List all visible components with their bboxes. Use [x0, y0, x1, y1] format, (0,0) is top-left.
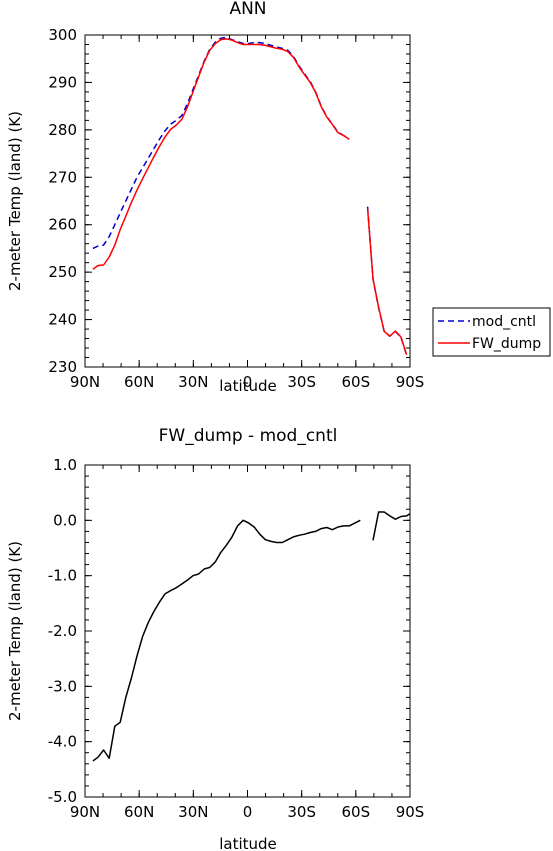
bottom-xtick-label: 30N — [178, 803, 208, 821]
bottom-ytick-label: 0.0 — [53, 511, 77, 529]
top-ytick-label: 240 — [48, 311, 77, 329]
top-series-lines — [92, 36, 408, 356]
top-xtick-label: 90N — [70, 373, 100, 391]
bottom-xtick-label: 90N — [70, 803, 100, 821]
top-fw-dump-line — [92, 38, 350, 270]
top-ytick-label: 230 — [48, 358, 77, 376]
top-tick-labels: 90N 60N 30N 0 30S 60S 90S 300 290 280 270 260 250 240… — [48, 26, 424, 391]
bottom-xtick-label: 60S — [342, 803, 371, 821]
bottom-xtick-label: 30S — [287, 803, 316, 821]
top-fw-dump-line — [366, 208, 408, 355]
top-xtick-label: 60S — [342, 373, 371, 391]
top-xtick-label: 90S — [396, 373, 425, 391]
top-ytick-label: 290 — [48, 73, 77, 91]
top-xtick-label: 60N — [124, 373, 154, 391]
top-xtick-label: 30S — [287, 373, 316, 391]
top-xtick-label: 30N — [178, 373, 208, 391]
top-yaxis-title: 2-meter Temp (land) (K) — [6, 111, 24, 291]
top-xtick-label: 0 — [243, 373, 253, 391]
bottom-chart-title: FW_dump - mod_cntl — [159, 426, 338, 446]
bottom-series-0-line — [92, 519, 361, 762]
top-ytick-label: 250 — [48, 263, 77, 281]
panel-bottom: FW_dump - mod_cntl 90N 60N 30N 0 30S 60S 90S 1.… — [6, 426, 424, 851]
bottom-ytick-label: -4.0 — [48, 733, 77, 751]
bottom-ytick-label: -2.0 — [48, 622, 77, 640]
panel-top: ANN 90N 60N 30N 0 30S 60S 90S 300 290 280 270 260 25… — [6, 0, 424, 395]
bottom-tick-labels: 90N 60N 30N 0 30S 60S 90S 1.0 0.0 -1.0 -2.0 -3.0 -4.… — [48, 456, 425, 821]
legend-label-fw-dump: FW_dump — [472, 336, 541, 352]
bottom-xtick-label: 90S — [396, 803, 425, 821]
bottom-ytick-label: 1.0 — [53, 456, 77, 474]
legend-box — [432, 307, 551, 357]
top-chart-title: ANN — [229, 0, 266, 19]
top-axis-ticks — [84, 34, 411, 368]
bottom-series-lines — [92, 511, 411, 762]
top-ytick-label: 300 — [48, 26, 77, 44]
bottom-yaxis-title: 2-meter Temp (land) (K) — [6, 541, 24, 721]
bottom-xtick-label: 0 — [243, 803, 253, 821]
legend: mod_cntl FW_dump — [432, 307, 551, 357]
bottom-ytick-label: -3.0 — [48, 677, 77, 695]
top-ytick-label: 270 — [48, 168, 77, 186]
bottom-series-0-line — [372, 511, 411, 541]
top-xaxis-title: latitude — [219, 377, 277, 395]
bottom-xaxis-title: latitude — [219, 835, 277, 851]
bottom-axis-ticks — [84, 464, 411, 798]
top-ytick-label: 260 — [48, 216, 77, 234]
top-ytick-label: 280 — [48, 121, 77, 139]
bottom-xtick-label: 60N — [124, 803, 154, 821]
legend-label-mod-cntl: mod_cntl — [472, 314, 536, 330]
bottom-ytick-label: -1.0 — [48, 567, 77, 585]
bottom-ytick-label: -5.0 — [48, 788, 77, 806]
